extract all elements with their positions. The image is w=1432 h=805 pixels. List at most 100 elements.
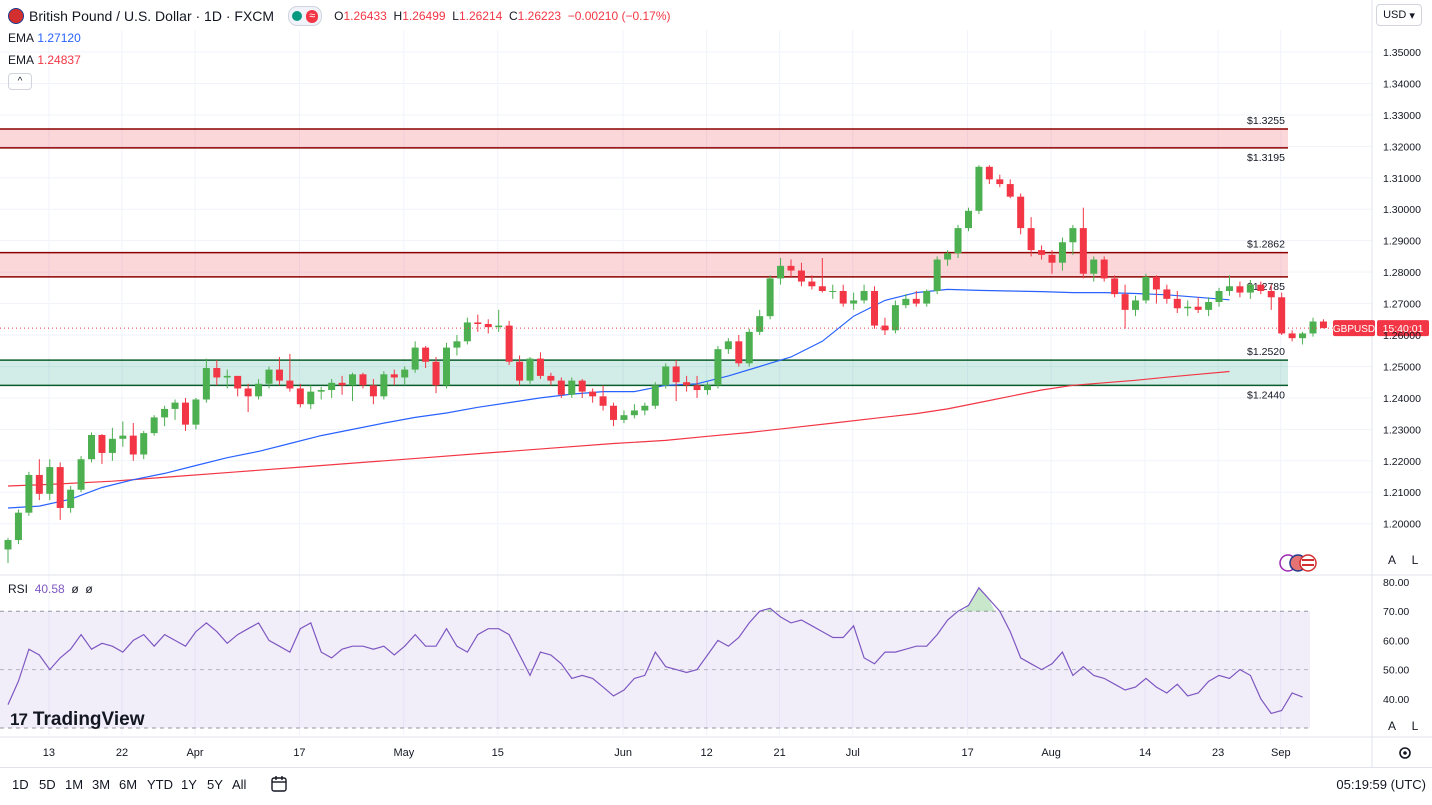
rsi-value: 40.58 (34, 582, 65, 596)
candle-up (703, 382, 711, 395)
range-1m-button[interactable]: 1M (65, 777, 84, 792)
candle-up (202, 358, 210, 403)
candle-body (745, 331, 753, 364)
price-chart[interactable]: $1.3255 $1.3195 $1.2862 $1.2785 $1.2520 $1.24… (0, 0, 1432, 767)
time-tick-label: 12 (700, 747, 712, 759)
zone-top-label: $1.2862 (1247, 239, 1285, 251)
ohlc-values: O1.26433 H1.26499 L1.26214 C1.26223 −0.0… (334, 9, 671, 23)
candle-down (996, 174, 1004, 188)
candle-body (516, 361, 524, 381)
candle-body (557, 380, 565, 395)
currency-button[interactable]: USD ▾ (1376, 4, 1422, 26)
candle-body (1090, 259, 1098, 274)
candle-body (589, 391, 597, 397)
candle-up (568, 377, 576, 398)
candle-up (1215, 287, 1223, 307)
candle-body (108, 438, 116, 453)
candle-body (547, 375, 555, 381)
candle-body (578, 380, 586, 392)
zone-bottom-label: $1.3195 (1247, 152, 1285, 164)
candle-body (432, 361, 440, 386)
candle-body (1225, 286, 1233, 291)
candle-body (620, 415, 628, 420)
rsi-legend[interactable]: RSI 40.58 ø ø (8, 582, 93, 596)
range-3m-button[interactable]: 3M (92, 777, 111, 792)
time-tick-label: Jun (614, 747, 632, 759)
range-ytd-button[interactable]: YTD (147, 777, 173, 792)
range-1y-button[interactable]: 1Y (181, 777, 197, 792)
candle-body (1048, 254, 1056, 263)
candle-up (1069, 224, 1077, 255)
candle-down (1173, 290, 1181, 314)
candle-body (1299, 333, 1307, 339)
candles: GBPUSD 15:40:01 (0, 165, 1429, 563)
candle-body (150, 417, 158, 434)
candle-up (954, 224, 962, 258)
candle-up (46, 459, 54, 501)
candle-up (88, 432, 96, 463)
candle-body (77, 459, 85, 490)
candle-body (369, 385, 377, 397)
candle-body (839, 290, 847, 304)
auto-scale-button[interactable]: A (1387, 553, 1396, 567)
candle-body (202, 368, 210, 400)
candle-down (234, 375, 242, 397)
range-1d-button[interactable]: 1D (12, 777, 29, 792)
candle-body (88, 435, 96, 460)
gbp-usd-flag-icon (8, 8, 24, 24)
candle-body (599, 396, 607, 406)
candle-body (1267, 290, 1275, 298)
settings-icon[interactable] (1396, 744, 1414, 762)
price-tick-label: 1.30000 (1383, 204, 1421, 216)
candle-up (442, 342, 450, 389)
candle-up (1205, 297, 1213, 317)
rsi-log-scale-button[interactable]: L (1411, 719, 1419, 733)
candle-up (77, 456, 85, 493)
rsi-auto-scale-button[interactable]: A (1387, 719, 1396, 733)
ema2-legend[interactable]: EMA 1.24837 (8, 53, 81, 67)
range-6m-button[interactable]: 6M (119, 777, 138, 792)
candle-down (505, 320, 513, 365)
candle-up (630, 404, 638, 419)
candle-up (317, 386, 325, 400)
currency-flags-icon[interactable] (1278, 553, 1320, 578)
candle-body (25, 474, 33, 513)
range-5y-button[interactable]: 5Y (207, 777, 223, 792)
range-5d-button[interactable]: 5D (39, 777, 56, 792)
log-scale-button[interactable]: L (1411, 553, 1419, 567)
candle-up (119, 421, 127, 447)
candle-body (307, 391, 315, 405)
ema2-value: 1.24837 (37, 53, 81, 67)
collapse-legend-button[interactable]: ^ (8, 73, 32, 90)
candle-down (390, 369, 398, 386)
calendar-icon[interactable] (270, 775, 288, 793)
tradingview-logo[interactable]: 17 TradingView (10, 709, 145, 731)
utc-clock[interactable]: 05:19:59 (UTC) (1336, 777, 1426, 792)
candle-body (641, 405, 649, 411)
candle-down (1288, 330, 1296, 342)
candle-up (724, 338, 732, 354)
price-zones: $1.3255 $1.3195 $1.2862 $1.2785 $1.2520 $1.24… (0, 115, 1288, 401)
candle-down (787, 259, 795, 277)
zone-resistance (0, 252, 1288, 277)
candle-down (1236, 281, 1244, 298)
candle-body (495, 325, 503, 328)
candle-down (1152, 275, 1160, 304)
candle-up (108, 427, 116, 461)
rsi-line (7, 586, 1303, 715)
candle-up (1225, 275, 1233, 296)
grid-lines (0, 0, 1432, 767)
candle-down (1194, 297, 1202, 314)
tradingview-mark-icon: 17 (10, 710, 28, 729)
candle-body (463, 322, 471, 342)
market-status-pill[interactable]: ≈ (288, 6, 323, 26)
candle-body (390, 374, 398, 378)
candle-body (422, 347, 430, 362)
ema1-legend[interactable]: EMA 1.27120 (8, 31, 81, 45)
candle-down (1163, 284, 1171, 304)
tradingview-name: TradingView (32, 709, 145, 730)
wave-icon: ≈ (306, 9, 319, 23)
price-tick-label: 1.32000 (1383, 141, 1421, 153)
range-all-button[interactable]: All (232, 777, 247, 792)
candle-down (672, 360, 680, 402)
